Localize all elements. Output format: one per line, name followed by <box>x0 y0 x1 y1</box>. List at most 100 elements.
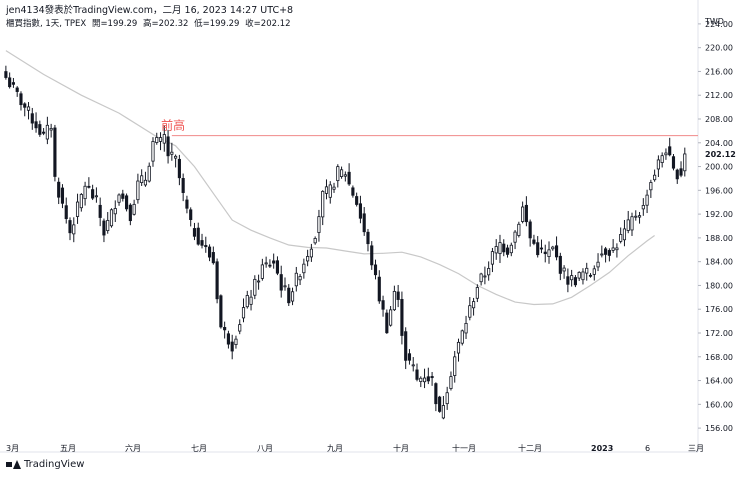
candle-body <box>174 155 178 159</box>
candle-body <box>177 158 181 179</box>
previous-high-level[interactable]: 前高 <box>161 118 698 137</box>
candle-body <box>592 268 596 275</box>
candle-body <box>645 194 649 206</box>
candle-body <box>622 228 627 241</box>
candle-body <box>60 187 65 204</box>
candle-body <box>630 216 634 231</box>
candle-body <box>362 213 366 233</box>
time-tick-label: 六月 <box>125 443 141 453</box>
candle-body <box>366 231 370 245</box>
candle-body <box>475 287 479 299</box>
candle-body <box>158 137 163 142</box>
candle-body <box>332 186 336 190</box>
candle-body <box>132 203 136 215</box>
candle-body <box>498 242 502 254</box>
price-tick-label: 204.00 <box>705 139 733 148</box>
candle-body <box>558 255 562 274</box>
candle-body <box>430 376 434 379</box>
candle-body <box>192 228 197 237</box>
candle-body <box>34 121 38 129</box>
candle-body <box>464 322 468 334</box>
candle-body <box>245 295 249 308</box>
candle-body <box>343 174 347 177</box>
candle-body <box>502 243 506 253</box>
price-tick-label: 172.00 <box>705 329 733 338</box>
candle-body <box>528 221 532 239</box>
candle-body <box>260 264 264 279</box>
candle-body <box>505 247 510 255</box>
time-tick-label: 3月 <box>6 444 19 453</box>
candle-body <box>211 252 215 264</box>
candle-body <box>468 305 472 318</box>
candle-body <box>615 247 619 251</box>
candle-body <box>238 324 242 332</box>
candle-body <box>683 153 687 172</box>
candle-body <box>494 246 498 254</box>
time-tick-label: 6 <box>645 444 650 453</box>
time-tick-label: 三月 <box>688 444 704 453</box>
candle-body <box>181 178 185 193</box>
candle-body <box>385 312 389 334</box>
candle-body <box>53 127 57 177</box>
candle-body <box>664 152 668 156</box>
candle-body <box>306 256 310 262</box>
candle-body <box>219 295 223 328</box>
candle-body <box>226 333 230 345</box>
candle-body <box>419 377 423 382</box>
candle-body <box>302 263 306 274</box>
price-tick-label: 156.00 <box>705 424 733 433</box>
candle-body <box>490 251 495 265</box>
candle-body <box>91 189 95 199</box>
time-tick-label: 2023 <box>591 444 613 453</box>
candle-body <box>407 353 412 361</box>
candle-body <box>83 185 87 200</box>
price-tick-label: 192.00 <box>705 210 733 219</box>
candle-body <box>573 277 577 286</box>
candle-body <box>26 106 31 111</box>
candle-body <box>313 238 317 244</box>
candle-body <box>607 250 611 256</box>
candle-body <box>340 169 344 177</box>
candle-body <box>509 244 513 254</box>
candle-body <box>324 186 329 194</box>
candle-body <box>8 77 12 88</box>
price-axis[interactable]: TWD 156.00 160.00 164.00 168.00 172.00 176.00 1… <box>698 17 736 433</box>
candle-body <box>656 159 660 170</box>
candle-body <box>381 300 385 310</box>
candle-body <box>11 82 15 85</box>
candle-body <box>15 87 19 92</box>
candle-body <box>185 199 189 209</box>
candle-body <box>445 392 449 405</box>
candle-body <box>38 124 42 135</box>
candle-body <box>588 274 593 277</box>
candle-body <box>453 356 457 376</box>
symbol-name[interactable]: 櫃買指數, 1天, TPEX <box>6 19 87 29</box>
candle-body <box>434 383 438 405</box>
candle-body <box>230 341 234 352</box>
currency-label: TWD <box>704 17 724 26</box>
price-tick-label: 188.00 <box>705 234 733 243</box>
time-tick-label: 十一月 <box>452 443 476 453</box>
ma-line <box>5 50 655 306</box>
candle-body <box>283 285 287 288</box>
candle-body <box>257 280 261 283</box>
candle-body <box>215 261 219 300</box>
candle-body <box>653 174 657 181</box>
candle-body <box>143 179 148 186</box>
candle-body <box>57 181 61 198</box>
price-tick-label: 164.00 <box>705 377 733 386</box>
tradingview-brand[interactable]: TradingView <box>6 459 84 470</box>
candle-body <box>513 231 517 243</box>
candle-body <box>637 215 642 218</box>
candle-body <box>189 209 193 220</box>
candle-body <box>42 131 46 134</box>
candle-body <box>675 169 679 180</box>
candle-body <box>321 190 325 218</box>
price-tick-label: 208.00 <box>705 115 733 124</box>
last-price-label: 202.12 <box>705 150 736 159</box>
price-tick-label: 212.00 <box>705 91 733 100</box>
candle-body <box>75 201 80 217</box>
time-axis[interactable]: 3月 五月 六月 七月 八月 九月 十月 十一月 十二月 2023 6 三月 <box>6 443 704 453</box>
candle-body <box>136 180 140 201</box>
